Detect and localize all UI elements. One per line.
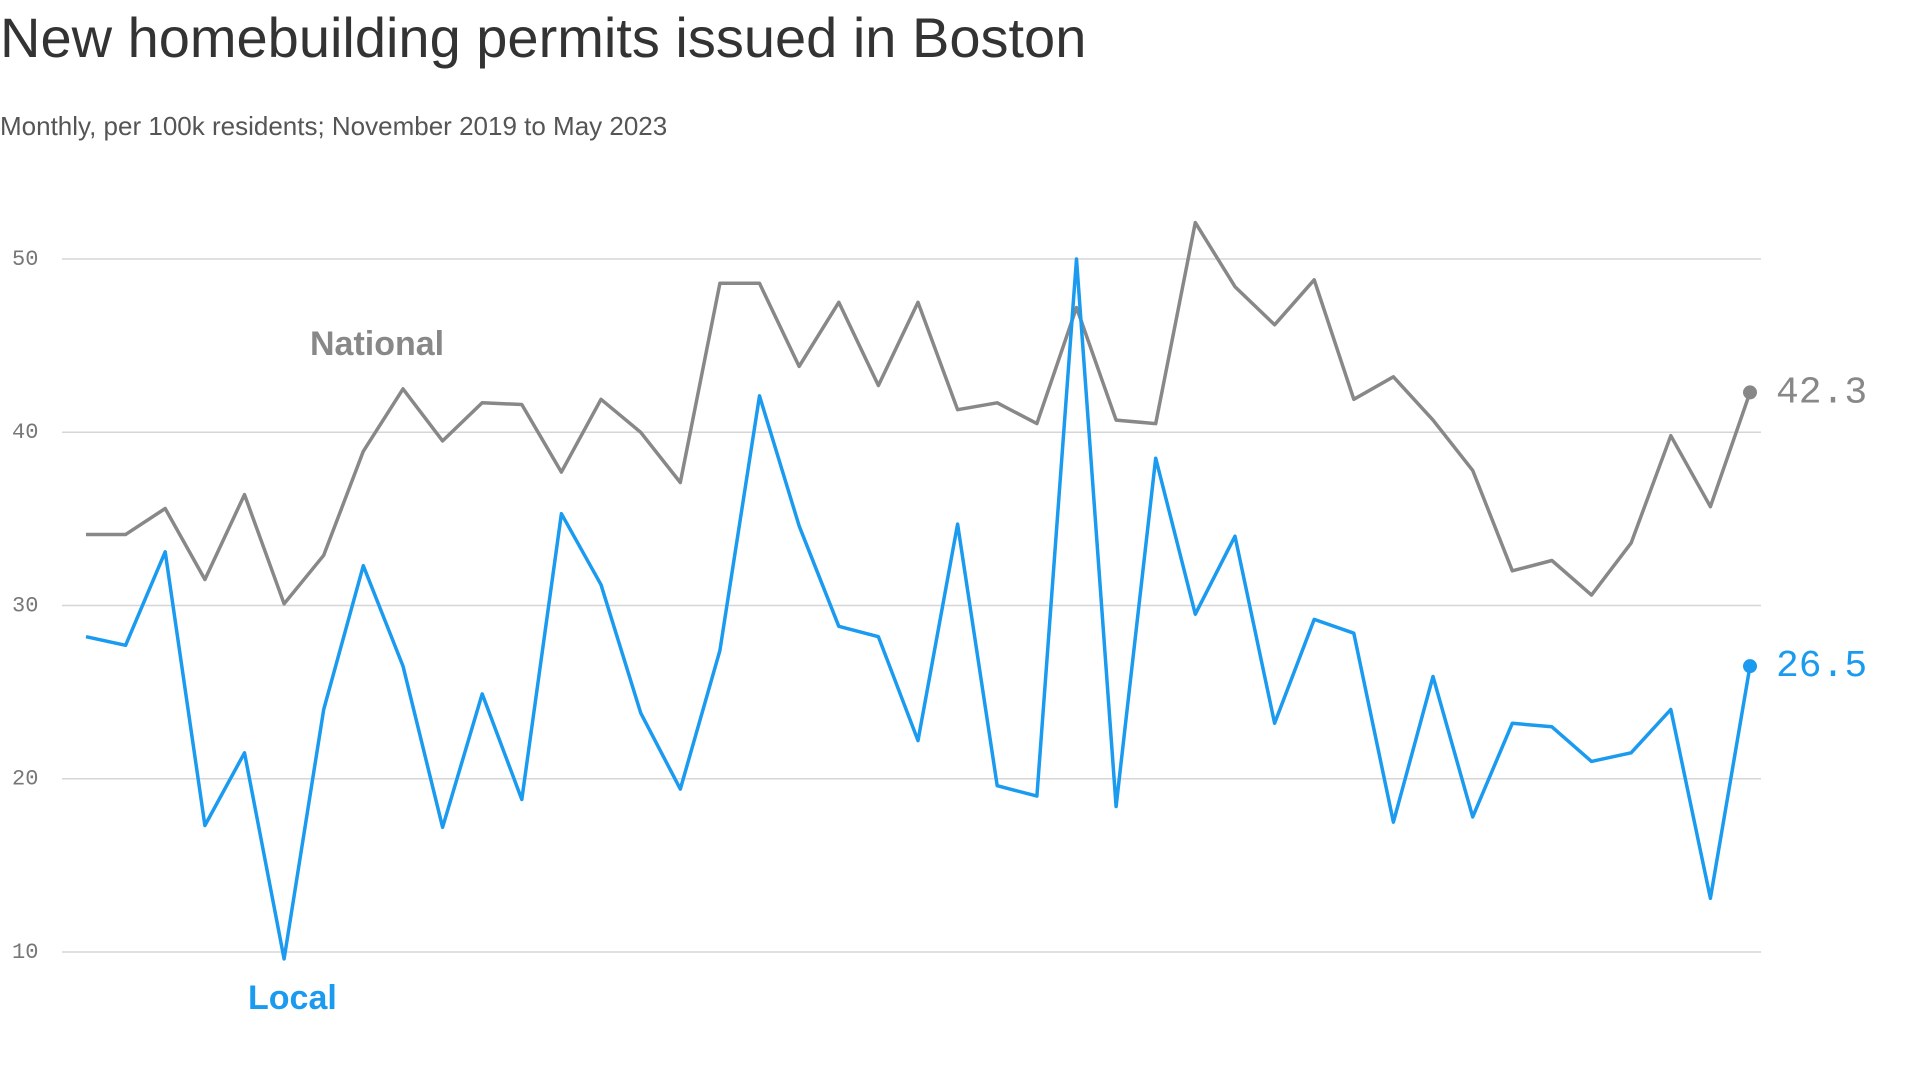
series-name-label: Local [248,979,337,1017]
y-tick-label: 20 [12,767,38,792]
series-name-label: National [310,325,444,363]
series-line [86,220,1752,606]
end-value-label: 42.3 [1776,371,1867,414]
y-tick-label: 40 [12,420,38,445]
end-value-label: 26.5 [1776,645,1867,688]
series-line [85,257,1752,961]
end-point [1743,659,1757,674]
y-tick-label: 50 [12,247,38,272]
y-tick-label: 10 [12,940,38,965]
y-tick-label: 30 [12,593,38,618]
chart-title: New homebuilding permits issued in Bosto… [0,6,1086,69]
end-point [1743,385,1757,400]
chart-subtitle: Monthly, per 100k residents; November 20… [0,111,667,141]
